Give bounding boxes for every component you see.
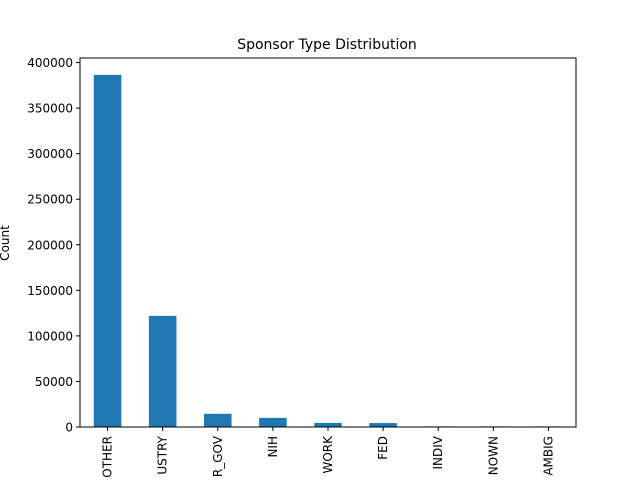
x-tick-label: R_GOV bbox=[211, 435, 225, 477]
y-tick-label: 50000 bbox=[35, 375, 73, 389]
y-axis: 0 50000 100000 150000 200000 250000 300000 3500… bbox=[27, 56, 80, 435]
y-axis-label: Count bbox=[0, 225, 12, 261]
bar-industry bbox=[148, 315, 177, 427]
bar-fed bbox=[369, 423, 397, 427]
y-tick-label: 250000 bbox=[27, 193, 73, 207]
y-tick-label: 100000 bbox=[27, 329, 73, 343]
x-tick-label: OTHER bbox=[101, 436, 115, 478]
y-tick-label: 150000 bbox=[27, 284, 73, 298]
chart-title: Sponsor Type Distribution bbox=[237, 37, 417, 53]
bar-other bbox=[93, 74, 122, 427]
x-tick-label: NOWN bbox=[486, 436, 500, 475]
y-tick-label: 350000 bbox=[27, 102, 73, 116]
x-tick-label: FED bbox=[376, 436, 390, 460]
y-tick-label: 400000 bbox=[27, 56, 73, 70]
y-tick-label: 300000 bbox=[27, 147, 73, 161]
bar-network bbox=[314, 422, 342, 427]
y-tick-label: 0 bbox=[65, 421, 73, 435]
bars-group bbox=[93, 74, 563, 427]
bar-other-gov bbox=[204, 413, 232, 427]
bar-nih bbox=[259, 417, 287, 427]
plot-frame bbox=[79, 57, 577, 428]
x-tick-label: NIH bbox=[266, 436, 280, 458]
x-tick-label: USTRY bbox=[156, 435, 170, 474]
x-axis: OTHER USTRY R_GOV NIH WORK FED INDIV NOWN AMBIG bbox=[101, 427, 555, 478]
y-tick-label: 200000 bbox=[27, 238, 73, 252]
x-tick-label: INDIV bbox=[431, 435, 445, 469]
x-tick-label: WORK bbox=[321, 435, 335, 474]
x-tick-label: AMBIG bbox=[541, 436, 555, 476]
